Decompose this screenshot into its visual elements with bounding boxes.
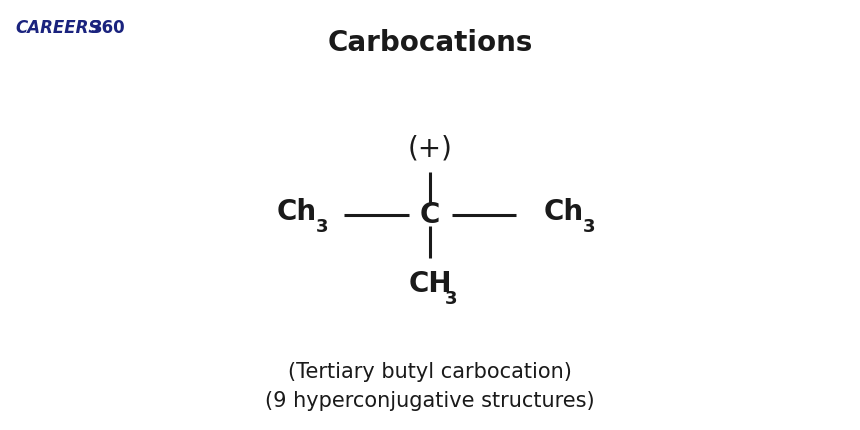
Text: (+): (+) [408, 134, 452, 163]
Text: 3: 3 [316, 218, 329, 236]
Text: C: C [420, 201, 440, 229]
Text: Carbocations: Carbocations [328, 29, 532, 57]
Text: Ch: Ch [544, 198, 583, 226]
Text: CH: CH [408, 270, 452, 298]
Text: 3: 3 [445, 290, 458, 308]
Text: 3: 3 [583, 218, 595, 236]
Text: Ch: Ch [277, 198, 316, 226]
Text: 360: 360 [91, 19, 126, 37]
Text: CAREERS: CAREERS [15, 19, 101, 37]
Text: (9 hyperconjugative structures): (9 hyperconjugative structures) [265, 391, 595, 411]
Text: (Tertiary butyl carbocation): (Tertiary butyl carbocation) [288, 362, 572, 382]
